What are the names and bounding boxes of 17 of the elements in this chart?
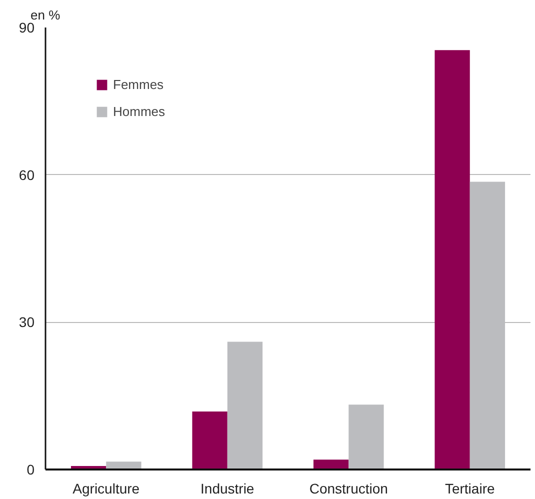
legend-label: Hommes [113,104,166,119]
x-tick-label: Industrie [200,480,254,496]
bar [227,342,263,470]
legend-label: Femmes [113,77,164,92]
y-tick-label: 30 [18,314,35,330]
y-tick-label: 60 [18,166,35,183]
bar [313,460,349,470]
y-axis-title: en % [30,8,61,22]
bar [192,412,228,470]
x-tick-label: Tertiaire [444,480,495,496]
y-tick-label: 90 [18,20,35,36]
x-tick-label: Agriculture [72,480,140,496]
bar [348,404,384,470]
x-tick-label: Construction [309,480,388,496]
bar [434,50,470,470]
bar [106,462,142,470]
y-tick-label: 0 [26,462,35,478]
